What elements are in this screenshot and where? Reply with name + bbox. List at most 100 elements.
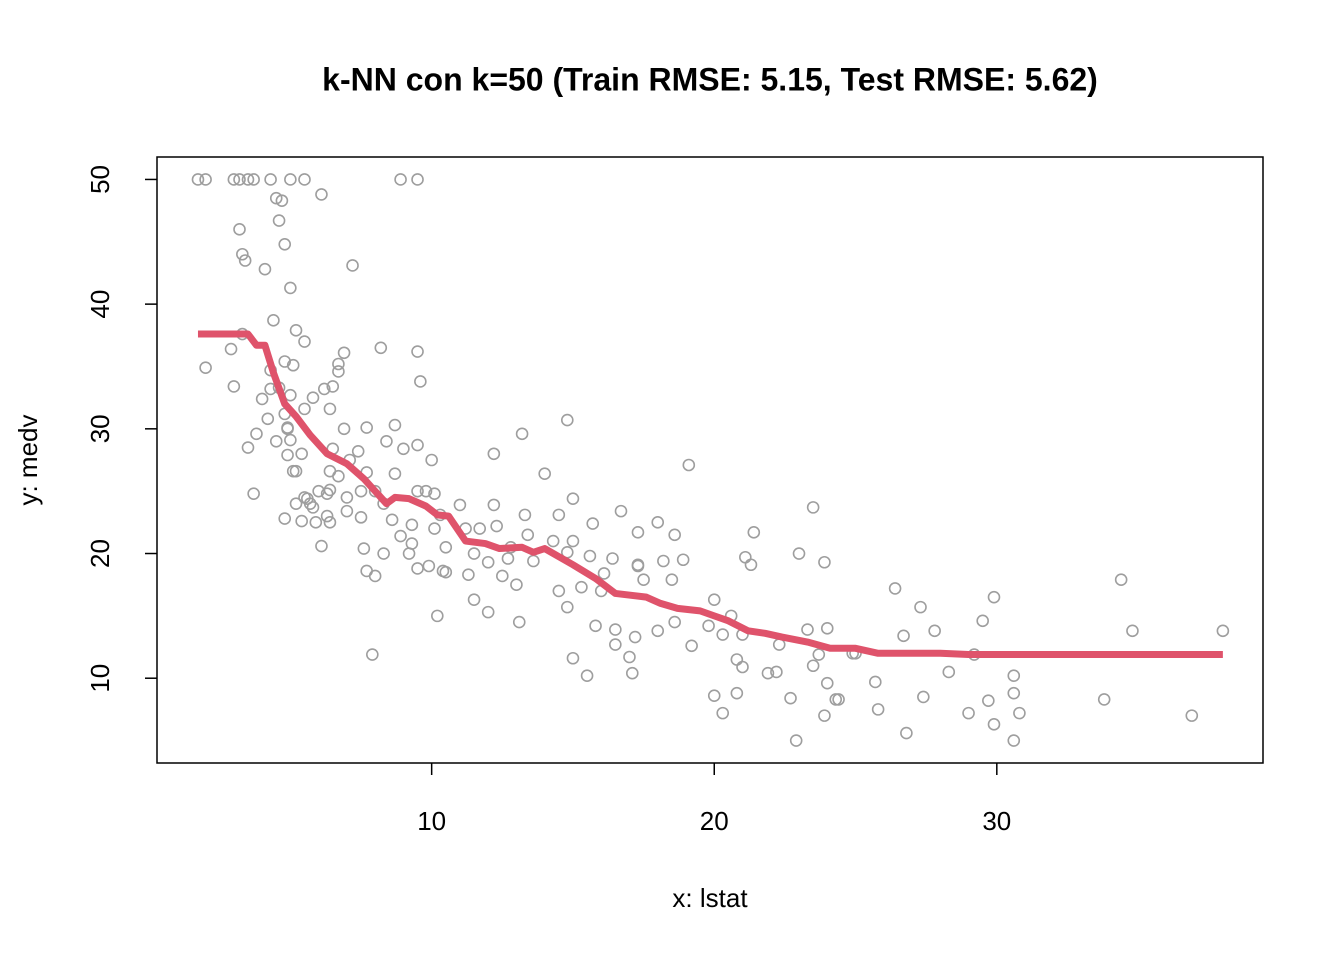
point	[278, 237, 292, 251]
point	[411, 484, 424, 498]
x-tick-label: 10	[417, 806, 446, 836]
x-tick-label: 30	[982, 806, 1011, 836]
point	[388, 418, 402, 432]
point	[730, 653, 744, 666]
point	[914, 600, 927, 614]
point	[264, 173, 277, 186]
point	[332, 365, 345, 378]
point	[351, 444, 365, 458]
point	[298, 173, 311, 186]
point	[289, 497, 303, 510]
point	[473, 522, 487, 535]
point	[191, 173, 205, 186]
point	[518, 508, 532, 522]
point	[388, 467, 402, 481]
point	[716, 706, 730, 720]
point	[676, 553, 690, 567]
point	[566, 534, 580, 548]
point	[928, 624, 941, 638]
point	[275, 194, 289, 207]
point	[233, 223, 246, 236]
point	[609, 638, 622, 651]
y-tick-label: 50	[85, 165, 115, 194]
point	[560, 413, 574, 427]
point	[606, 552, 619, 565]
point	[360, 421, 373, 434]
point	[487, 498, 501, 512]
point	[580, 669, 594, 683]
point	[1007, 669, 1021, 683]
point	[354, 511, 368, 524]
point	[801, 623, 814, 636]
point	[538, 467, 551, 481]
point	[227, 380, 241, 393]
point	[337, 422, 351, 436]
point	[631, 526, 645, 539]
point	[527, 554, 540, 568]
point	[1216, 624, 1230, 638]
point	[730, 686, 744, 700]
point	[668, 615, 681, 629]
point	[224, 342, 238, 356]
point	[199, 361, 212, 375]
point	[337, 346, 351, 360]
point	[583, 549, 597, 563]
point	[298, 402, 311, 416]
point	[323, 402, 337, 416]
point	[233, 173, 246, 186]
point	[397, 442, 410, 456]
point	[411, 173, 424, 186]
point	[298, 335, 311, 348]
y-tick-label: 20	[85, 539, 115, 568]
point	[368, 569, 382, 583]
point	[385, 513, 399, 527]
point	[414, 375, 427, 388]
point	[366, 648, 379, 661]
point	[637, 573, 650, 587]
point	[269, 434, 283, 448]
point	[770, 665, 783, 679]
point	[422, 559, 436, 573]
point	[306, 391, 320, 404]
point	[982, 694, 995, 707]
point	[552, 508, 566, 522]
point	[419, 484, 433, 498]
point	[789, 734, 803, 747]
point	[628, 630, 642, 644]
point	[747, 526, 761, 539]
point	[609, 623, 622, 636]
point	[942, 665, 956, 679]
point	[315, 539, 328, 553]
point	[739, 550, 752, 564]
point	[236, 247, 249, 261]
point	[987, 590, 1001, 604]
point	[1114, 573, 1128, 587]
point	[481, 605, 495, 619]
point	[431, 609, 444, 623]
fit-line	[197, 330, 1223, 659]
point	[1185, 709, 1199, 722]
point	[306, 501, 320, 514]
point	[869, 675, 882, 689]
point	[258, 262, 272, 276]
point	[597, 567, 611, 580]
point	[374, 341, 388, 355]
point	[552, 584, 566, 598]
point	[1126, 624, 1139, 638]
point	[665, 573, 679, 587]
point	[818, 555, 831, 569]
point	[332, 469, 345, 483]
point	[510, 578, 523, 591]
point	[702, 619, 715, 633]
point	[575, 580, 588, 594]
point	[566, 492, 580, 505]
point	[512, 615, 526, 629]
point	[487, 447, 501, 461]
point	[261, 412, 275, 426]
point	[227, 173, 241, 186]
point	[380, 434, 393, 448]
point	[405, 518, 419, 532]
point	[668, 528, 681, 542]
point	[272, 214, 286, 227]
y-tick-label: 10	[85, 664, 115, 693]
